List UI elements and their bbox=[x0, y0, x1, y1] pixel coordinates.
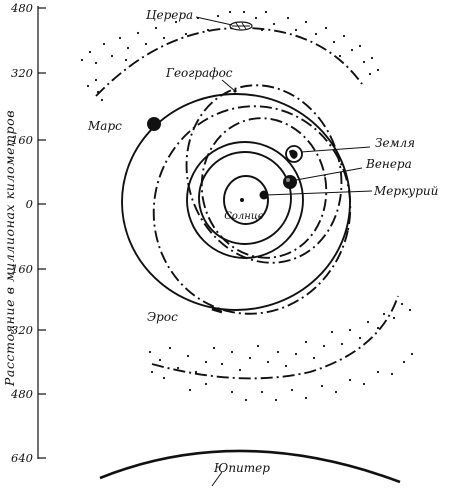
venus-planet bbox=[283, 175, 297, 189]
earth-label: Земля bbox=[375, 136, 415, 150]
asteroid-belt-lower bbox=[148, 302, 414, 402]
mercury-leader bbox=[265, 190, 373, 196]
ceres-leader bbox=[195, 16, 233, 26]
jupiter-label: Юпитер bbox=[213, 461, 270, 475]
mercury-label: Меркурий bbox=[373, 184, 438, 198]
venus-orbit bbox=[198, 151, 292, 245]
venus-label: Венера bbox=[365, 157, 412, 171]
mars-label: Марс bbox=[87, 119, 122, 133]
eros-orbit bbox=[152, 105, 352, 315]
earth-orbit bbox=[186, 141, 304, 259]
mars-planet bbox=[147, 117, 161, 131]
sun: Солнце bbox=[224, 198, 264, 222]
venus-leader bbox=[295, 167, 363, 181]
sun-label: Солнце bbox=[224, 211, 264, 222]
earth-leader bbox=[300, 146, 371, 153]
geographos-orbit bbox=[185, 84, 343, 264]
axis-tick-label: 320 bbox=[11, 323, 33, 337]
axis-tick-label: 480 bbox=[10, 387, 33, 401]
sun-dot bbox=[240, 198, 244, 202]
axis-tick-label: 160 bbox=[11, 133, 33, 147]
axis-tick-label: 480 bbox=[10, 1, 33, 15]
axis-tick-label: 640 bbox=[11, 451, 33, 465]
eros-label: Эрос bbox=[147, 310, 178, 324]
axis-title: Расстояние в миллионах километров bbox=[2, 110, 17, 387]
inner-asteroid-orbit bbox=[200, 117, 328, 259]
eros-marker bbox=[211, 307, 223, 314]
axis-tick-label: 0 bbox=[26, 197, 33, 211]
distance-axis: 480 320 160 0 160 320 480 640 Расстояние… bbox=[2, 1, 46, 465]
asteroid-orbit-lower bbox=[151, 295, 399, 380]
ceres-label: Церера bbox=[146, 8, 193, 22]
geographos-leader bbox=[221, 79, 236, 92]
axis-tick-label: 160 bbox=[11, 262, 33, 276]
ceres-marker bbox=[229, 21, 253, 31]
geographos-label: Географос bbox=[165, 66, 233, 80]
axis-tick-label: 320 bbox=[11, 66, 33, 80]
jupiter-orbit bbox=[99, 449, 401, 484]
asteroid-belt-upper bbox=[80, 10, 380, 102]
mercury-orbit bbox=[223, 175, 269, 225]
mercury-planet bbox=[259, 190, 269, 200]
jupiter-leader bbox=[211, 471, 223, 487]
earth-planet bbox=[285, 145, 303, 163]
